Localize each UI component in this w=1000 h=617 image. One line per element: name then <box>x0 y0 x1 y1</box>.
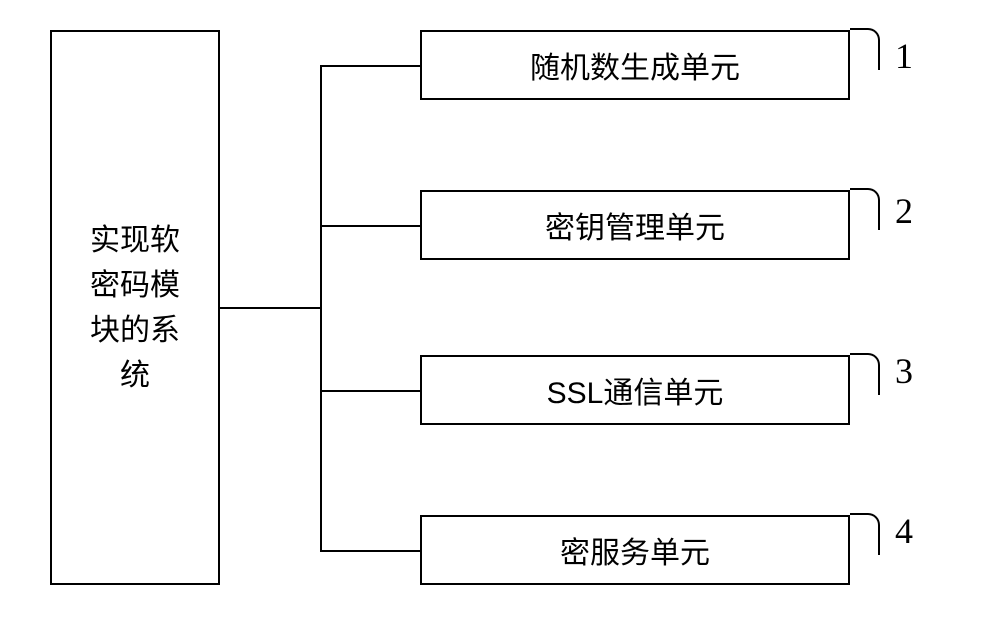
child-node-3: SSL通信单元 <box>420 355 850 425</box>
number-bracket-3 <box>850 353 880 395</box>
number-bracket-1 <box>850 28 880 70</box>
child-number-2: 2 <box>895 190 913 232</box>
diagram-container: 实现软密码模块的系统 随机数生成单元 1 密钥管理单元 2 SSL通信单元 3 … <box>50 30 950 590</box>
connector-branch-3 <box>320 390 420 392</box>
connector-branch-1 <box>320 65 420 67</box>
child-label-1: 随机数生成单元 <box>530 43 740 87</box>
root-node: 实现软密码模块的系统 <box>50 30 220 585</box>
root-label: 实现软密码模块的系统 <box>90 218 180 398</box>
child-node-2: 密钥管理单元 <box>420 190 850 260</box>
connector-branch-4 <box>320 550 420 552</box>
child-label-4: 密服务单元 <box>560 528 710 572</box>
child-number-3: 3 <box>895 350 913 392</box>
child-label-3: SSL通信单元 <box>547 368 724 412</box>
number-bracket-2 <box>850 188 880 230</box>
child-number-4: 4 <box>895 510 913 552</box>
connector-trunk <box>320 65 322 552</box>
child-label-2: 密钥管理单元 <box>545 203 725 247</box>
child-number-1: 1 <box>895 35 913 77</box>
connector-root-exit <box>220 307 320 309</box>
connector-branch-2 <box>320 225 420 227</box>
child-node-1: 随机数生成单元 <box>420 30 850 100</box>
number-bracket-4 <box>850 513 880 555</box>
child-node-4: 密服务单元 <box>420 515 850 585</box>
